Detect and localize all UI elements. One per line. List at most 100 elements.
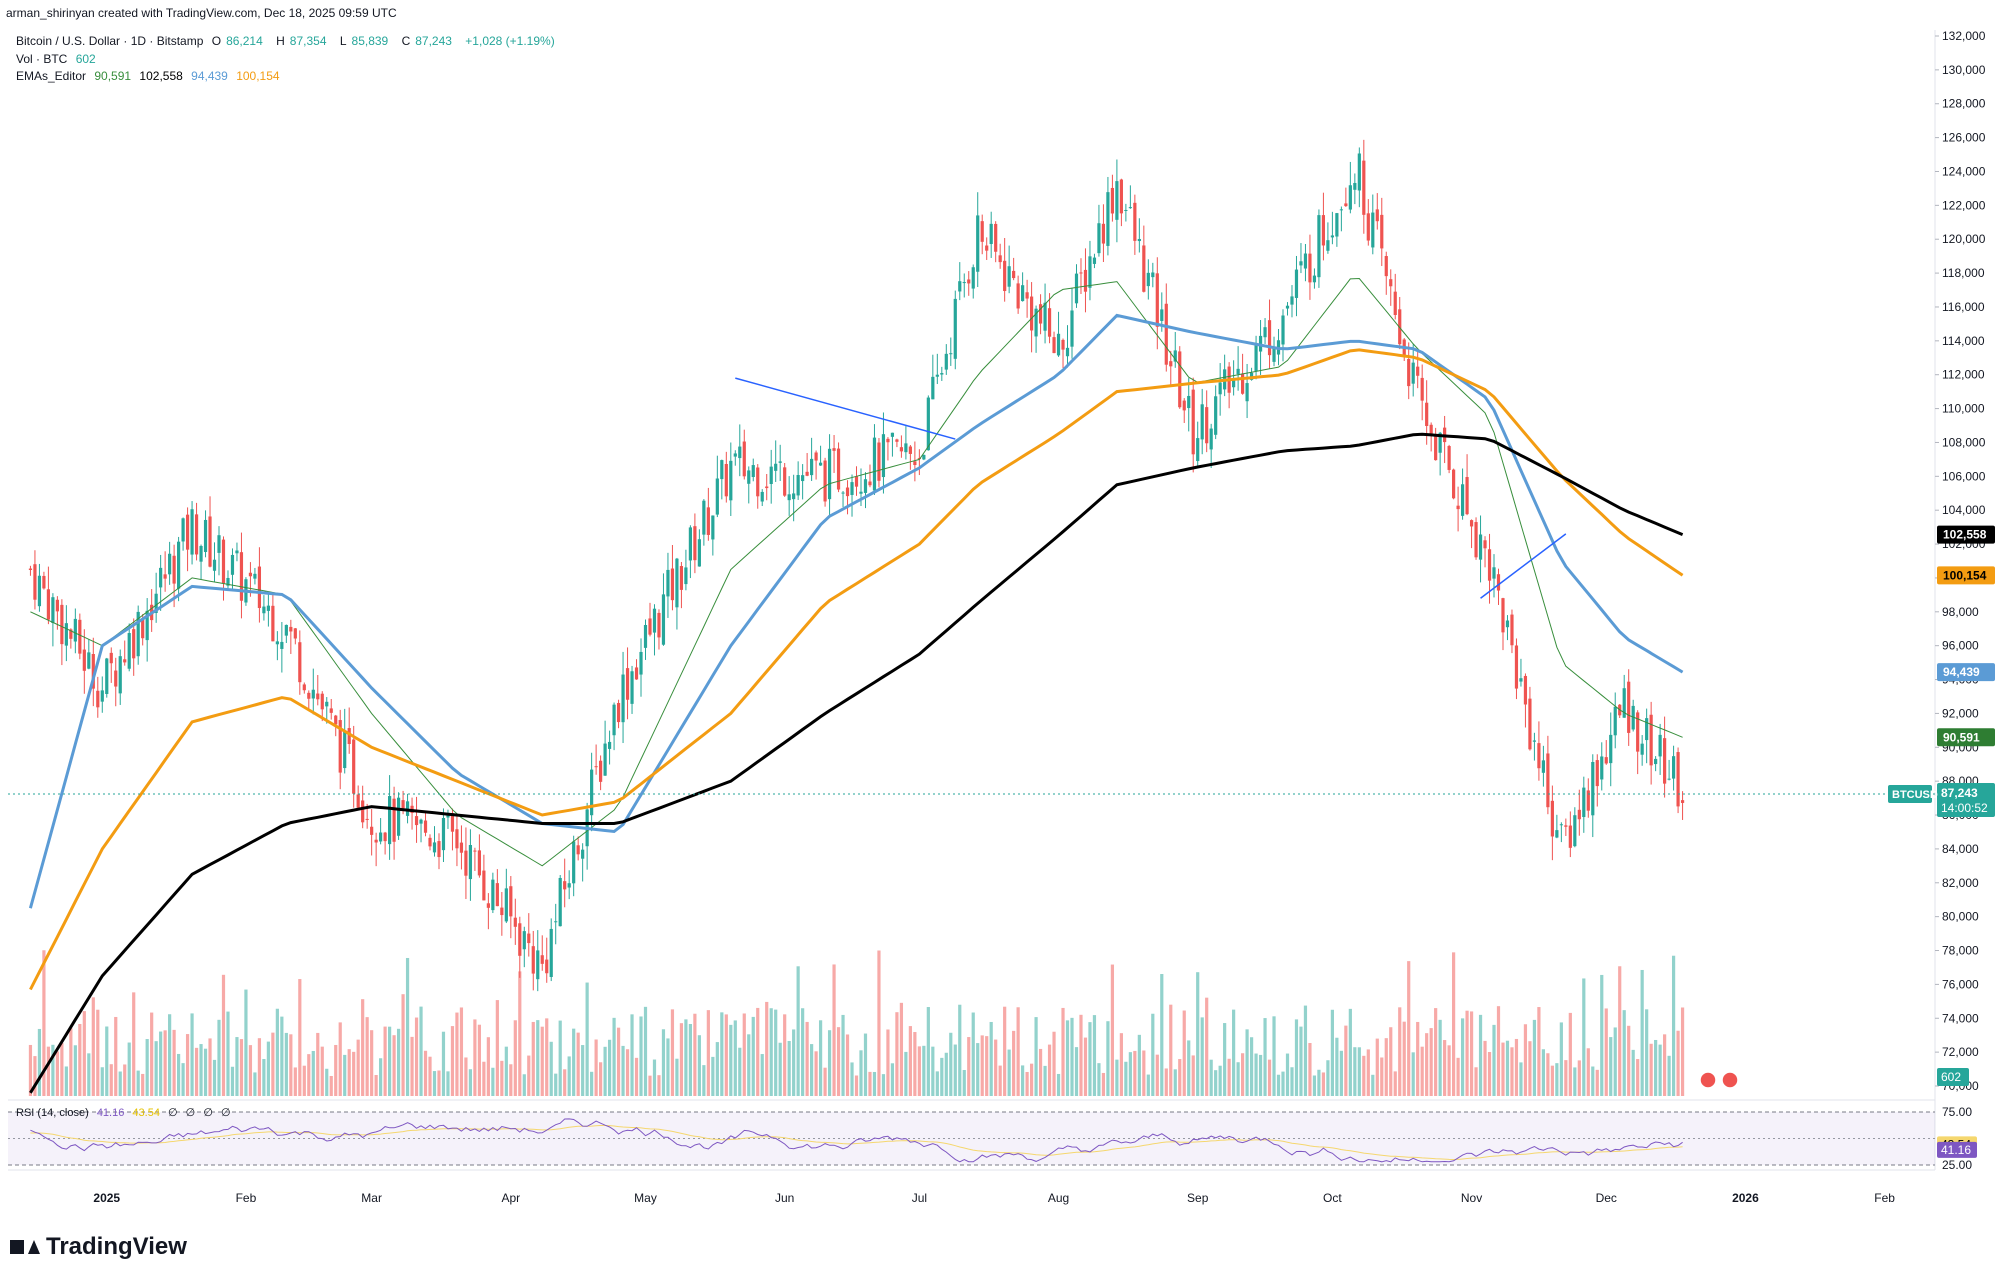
candle-body bbox=[841, 492, 845, 494]
candle-body bbox=[558, 877, 562, 927]
candle-body bbox=[1375, 209, 1379, 222]
volume-bar bbox=[590, 1071, 594, 1096]
candle-body bbox=[1600, 756, 1604, 780]
volume-bar bbox=[1550, 1065, 1554, 1096]
candle-body bbox=[1465, 477, 1469, 515]
candle-body bbox=[769, 466, 773, 485]
volume-bar bbox=[1523, 1024, 1528, 1096]
volume-bar bbox=[329, 1075, 333, 1096]
candle-body bbox=[1124, 209, 1128, 211]
volume-bar bbox=[729, 1024, 733, 1096]
volume-bar bbox=[1663, 1034, 1667, 1096]
candle-body bbox=[652, 608, 657, 633]
candle-body bbox=[554, 921, 558, 923]
volume-bar bbox=[765, 1001, 769, 1096]
y-tick-label: 98,000 bbox=[1942, 605, 1979, 619]
candle-body bbox=[899, 447, 904, 452]
x-tick-label: Jul bbox=[912, 1191, 927, 1205]
tradingview-logo[interactable]: TradingView bbox=[10, 1233, 187, 1261]
candle-body bbox=[42, 575, 46, 589]
candle-body bbox=[1676, 752, 1680, 807]
candle-body bbox=[859, 491, 863, 494]
candle-body bbox=[1016, 283, 1020, 309]
candle-body bbox=[832, 448, 836, 451]
volume-bar bbox=[1209, 1059, 1213, 1096]
volume-bar bbox=[114, 1016, 118, 1096]
volume-bar bbox=[100, 1067, 104, 1096]
volume-badge: 602 bbox=[1941, 1070, 1961, 1084]
candle-body bbox=[1514, 645, 1519, 689]
candle-body bbox=[163, 574, 167, 579]
volume-bar bbox=[1456, 1057, 1460, 1096]
candle-body bbox=[504, 888, 508, 922]
y-tick-label: 106,000 bbox=[1942, 469, 1986, 483]
candle-body bbox=[1487, 549, 1492, 581]
candle-body bbox=[1541, 760, 1545, 773]
candle-body bbox=[1025, 292, 1029, 299]
candle-body bbox=[1267, 320, 1272, 356]
volume-bar bbox=[450, 1026, 455, 1096]
candle-body bbox=[473, 850, 477, 852]
volume-bar bbox=[958, 1004, 962, 1096]
volume-bar bbox=[917, 1046, 921, 1096]
candle-body bbox=[419, 819, 423, 824]
candle-body bbox=[1012, 270, 1016, 279]
volume-bar bbox=[347, 1049, 351, 1096]
volume-bar bbox=[549, 1041, 553, 1096]
candle-body bbox=[1052, 337, 1056, 354]
candle-body bbox=[1317, 215, 1321, 278]
candles bbox=[28, 139, 1685, 992]
candle-body bbox=[702, 500, 706, 535]
volume-bar bbox=[289, 1034, 293, 1096]
volume-bar bbox=[778, 1042, 782, 1096]
y-tick-label: 108,000 bbox=[1942, 435, 1986, 449]
volume-bar bbox=[46, 1046, 51, 1096]
candle-body bbox=[1478, 534, 1483, 560]
candle-body bbox=[953, 298, 957, 359]
volume-bar bbox=[1371, 1074, 1375, 1096]
candle-body bbox=[518, 923, 522, 956]
volume-bar bbox=[1092, 1015, 1097, 1096]
volume-bar bbox=[859, 1050, 863, 1096]
volume-bar bbox=[630, 1014, 634, 1096]
y-tick-label: 74,000 bbox=[1942, 1011, 1979, 1025]
volume-bar bbox=[1146, 1074, 1150, 1096]
volume-bar bbox=[1609, 1037, 1613, 1096]
volume-bar bbox=[774, 1009, 778, 1096]
candle-body bbox=[545, 959, 549, 974]
volume-bar bbox=[82, 1011, 86, 1096]
volume-bar bbox=[1047, 1044, 1052, 1096]
volume-bar bbox=[1227, 1058, 1231, 1096]
candle-body bbox=[661, 594, 666, 645]
candle-body bbox=[1631, 705, 1635, 730]
candle-body bbox=[549, 928, 553, 977]
candle-body bbox=[738, 446, 742, 459]
candle-body bbox=[316, 693, 320, 700]
candle-body bbox=[392, 798, 396, 842]
candle-body bbox=[1559, 824, 1563, 826]
volume-bar bbox=[1258, 1054, 1263, 1096]
candle-body bbox=[1640, 743, 1644, 755]
candle-body bbox=[1411, 362, 1415, 384]
volume-bar bbox=[890, 1063, 895, 1096]
volume-bar bbox=[1425, 1033, 1429, 1096]
candle-body bbox=[446, 815, 450, 818]
volume-bar bbox=[1029, 1063, 1034, 1096]
volume-bar bbox=[616, 1027, 621, 1096]
volume-bar bbox=[509, 1064, 513, 1096]
volume-bar bbox=[468, 1069, 473, 1096]
candle-body bbox=[159, 567, 163, 588]
candle-body bbox=[132, 629, 136, 659]
candle-body bbox=[670, 568, 675, 601]
candle-body bbox=[1218, 382, 1222, 395]
volume-bar bbox=[217, 1019, 221, 1096]
volume-bar bbox=[311, 1050, 315, 1096]
volume-bar bbox=[159, 1031, 163, 1096]
candle-body bbox=[1420, 377, 1424, 401]
candle-body bbox=[136, 611, 140, 657]
volume-bar bbox=[1474, 1067, 1478, 1096]
volume-bar bbox=[78, 1023, 82, 1096]
volume-bar bbox=[814, 1051, 818, 1096]
volume-bar bbox=[1416, 1021, 1420, 1096]
